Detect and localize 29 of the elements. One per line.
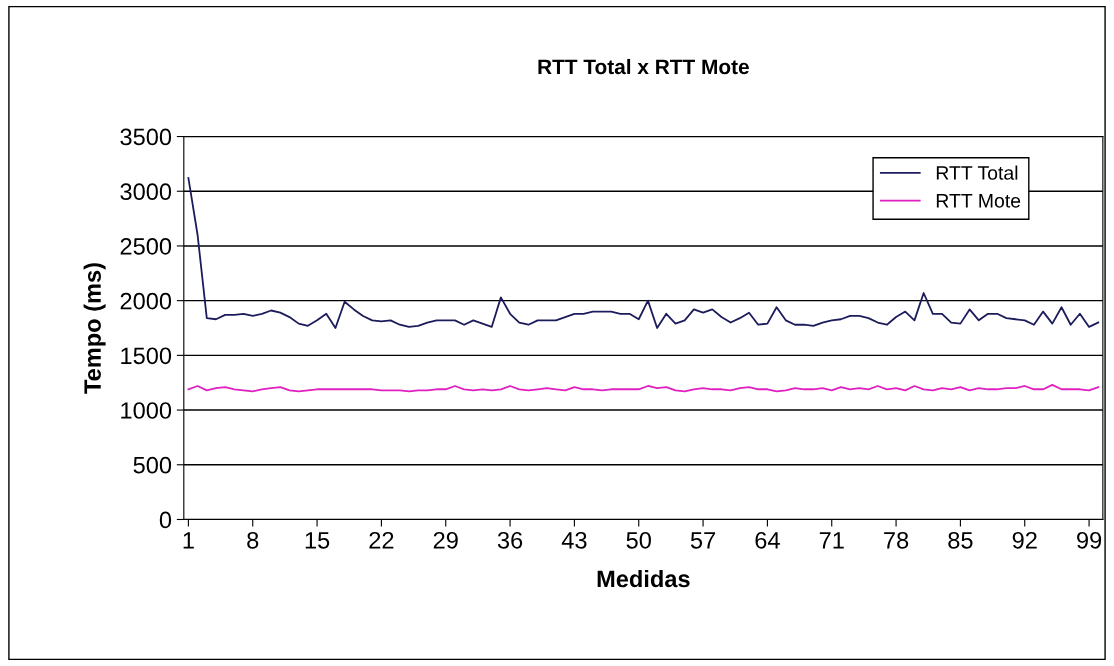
- y-tick-label: 0: [159, 511, 172, 529]
- y-tick-label: 3000: [120, 183, 172, 201]
- x-tick-label: 1: [183, 532, 194, 549]
- x-tick-label: 29: [433, 531, 458, 549]
- x-tick-label: 57: [690, 532, 716, 549]
- x-tick-label: 36: [497, 531, 523, 549]
- x-tick-label: 15: [305, 532, 330, 549]
- x-tick-label: 78: [884, 531, 909, 549]
- y-axis-title: Tempo (ms): [83, 263, 106, 394]
- y-tick-label: 500: [133, 456, 172, 474]
- x-tick-label: 99: [1077, 531, 1102, 549]
- x-axis-title: Medidas: [597, 569, 690, 588]
- y-tick-label: 1500: [121, 347, 172, 365]
- x-tick-label: 43: [561, 531, 587, 549]
- x-tick-label: 64: [755, 531, 780, 549]
- x-tick-label: 85: [948, 531, 973, 549]
- x-tick-label: 92: [1012, 531, 1037, 549]
- y-tick-label: 2000: [120, 292, 172, 310]
- line-series: [187, 383, 1100, 393]
- x-tick-label: 71: [819, 532, 844, 549]
- y-tick-label: 1000: [121, 402, 172, 419]
- x-tick-label: 50: [626, 531, 651, 549]
- legend-label: RTT Mote: [936, 194, 1021, 208]
- chart-title: RTT Total x RTT Mote: [538, 58, 749, 75]
- y-tick-label: 2500: [120, 238, 172, 255]
- x-tick-label: 8: [247, 531, 259, 549]
- y-tick-label: 3500: [120, 128, 172, 146]
- x-tick-label: 22: [369, 531, 394, 549]
- legend-label: RTT Total: [936, 165, 1018, 180]
